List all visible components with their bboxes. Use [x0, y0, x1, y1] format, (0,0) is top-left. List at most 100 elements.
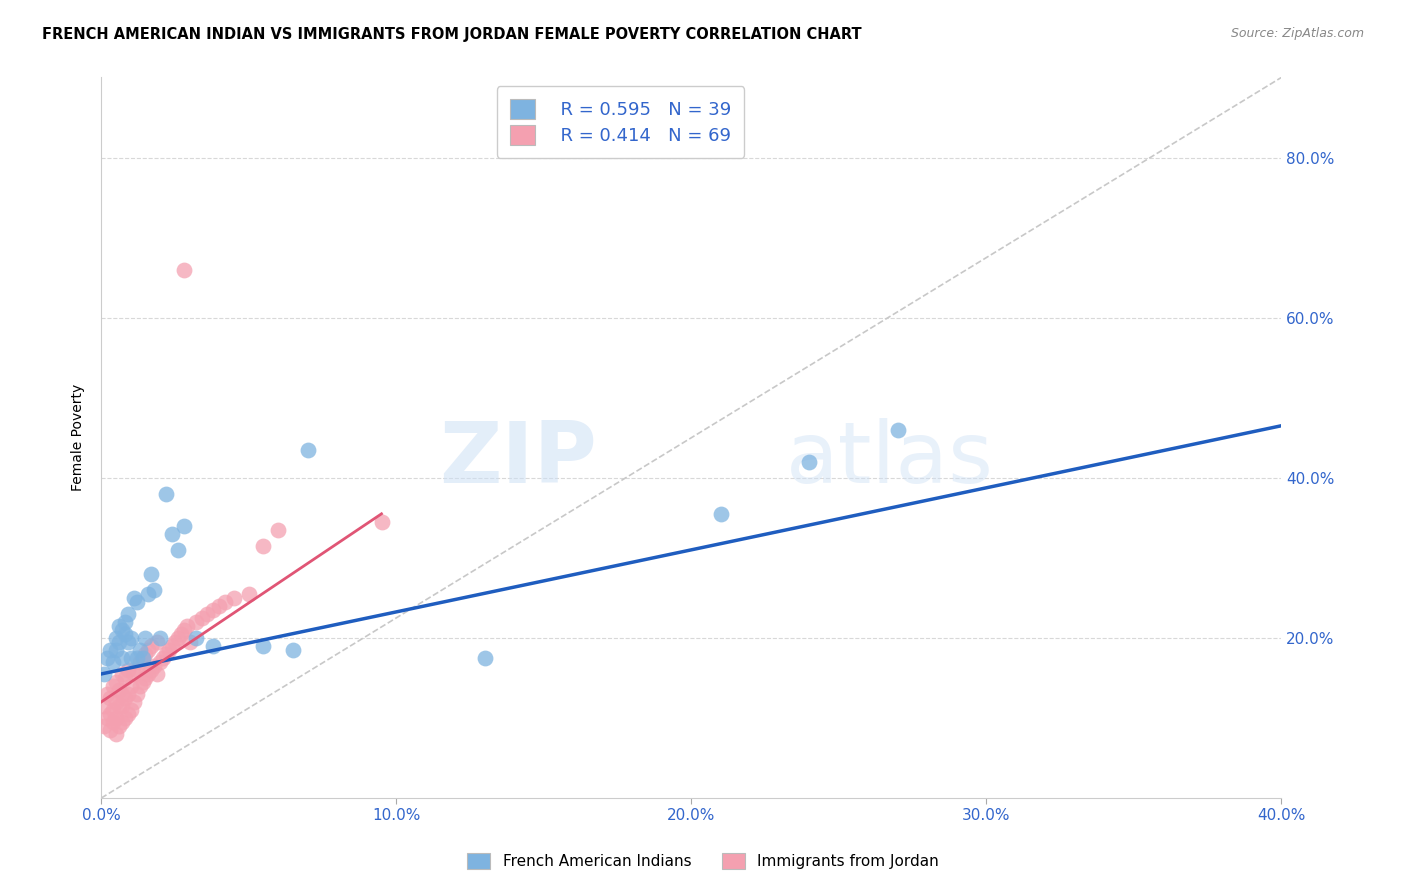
Point	[157, 643, 180, 657]
Point	[190, 611, 212, 625]
Point	[146, 635, 169, 649]
Point	[179, 635, 201, 649]
Point	[125, 687, 148, 701]
Point	[297, 442, 319, 457]
Point	[120, 651, 142, 665]
Point	[155, 647, 177, 661]
Text: atlas: atlas	[786, 417, 994, 501]
Point	[114, 615, 136, 629]
Point	[111, 623, 134, 637]
Point	[93, 719, 115, 733]
Point	[108, 619, 131, 633]
Point	[101, 703, 124, 717]
Point	[108, 683, 131, 698]
Point	[93, 698, 115, 713]
Point	[117, 706, 139, 721]
Point	[104, 675, 127, 690]
Point	[160, 526, 183, 541]
Point	[138, 587, 160, 601]
Y-axis label: Female Poverty: Female Poverty	[72, 384, 86, 491]
Point	[120, 703, 142, 717]
Point	[163, 635, 186, 649]
Point	[222, 591, 245, 605]
Point	[173, 262, 195, 277]
Point	[184, 631, 207, 645]
Point	[138, 667, 160, 681]
Point	[128, 643, 150, 657]
Point	[128, 679, 150, 693]
Point	[117, 635, 139, 649]
Point	[111, 667, 134, 681]
Point	[173, 623, 195, 637]
Legend:   R = 0.595   N = 39,   R = 0.414   N = 69: R = 0.595 N = 39, R = 0.414 N = 69	[496, 87, 744, 158]
Point	[101, 655, 124, 669]
Point	[104, 695, 127, 709]
Point	[170, 627, 193, 641]
Point	[252, 639, 274, 653]
Point	[111, 687, 134, 701]
Point	[160, 639, 183, 653]
Point	[122, 667, 145, 681]
Point	[120, 631, 142, 645]
Point	[202, 603, 225, 617]
Point	[149, 655, 172, 669]
Point	[141, 639, 163, 653]
Point	[108, 698, 131, 713]
Point	[202, 639, 225, 653]
Point	[122, 591, 145, 605]
Text: ZIP: ZIP	[439, 417, 598, 501]
Text: Source: ZipAtlas.com: Source: ZipAtlas.com	[1230, 27, 1364, 40]
Point	[134, 631, 156, 645]
Point	[104, 643, 127, 657]
Point	[111, 714, 134, 729]
Point	[131, 651, 153, 665]
Point	[101, 714, 124, 729]
Point	[114, 627, 136, 641]
Point	[117, 607, 139, 621]
Point	[114, 671, 136, 685]
Point	[214, 595, 236, 609]
Point	[167, 631, 190, 645]
Point	[125, 663, 148, 677]
Point	[111, 698, 134, 713]
Point	[108, 635, 131, 649]
Point	[96, 651, 118, 665]
Point	[108, 719, 131, 733]
Point	[98, 723, 121, 737]
Point	[98, 690, 121, 705]
Point	[252, 539, 274, 553]
Point	[208, 599, 231, 613]
Point	[710, 507, 733, 521]
Point	[128, 655, 150, 669]
Point	[887, 423, 910, 437]
Point	[104, 727, 127, 741]
Point	[134, 647, 156, 661]
Point	[370, 515, 392, 529]
Point	[197, 607, 219, 621]
Point	[104, 631, 127, 645]
Point	[131, 675, 153, 690]
Point	[98, 706, 121, 721]
Point	[117, 663, 139, 677]
Point	[167, 542, 190, 557]
Point	[131, 651, 153, 665]
Point	[117, 687, 139, 701]
Point	[111, 651, 134, 665]
Point	[173, 518, 195, 533]
Point	[474, 651, 496, 665]
Point	[125, 595, 148, 609]
Point	[143, 659, 166, 673]
Point	[799, 455, 821, 469]
Point	[96, 711, 118, 725]
Text: FRENCH AMERICAN INDIAN VS IMMIGRANTS FROM JORDAN FEMALE POVERTY CORRELATION CHAR: FRENCH AMERICAN INDIAN VS IMMIGRANTS FRO…	[42, 27, 862, 42]
Point	[93, 667, 115, 681]
Point	[184, 615, 207, 629]
Point	[281, 643, 304, 657]
Point	[155, 487, 177, 501]
Point	[114, 711, 136, 725]
Point	[125, 651, 148, 665]
Point	[98, 643, 121, 657]
Point	[104, 711, 127, 725]
Point	[146, 667, 169, 681]
Point	[176, 619, 198, 633]
